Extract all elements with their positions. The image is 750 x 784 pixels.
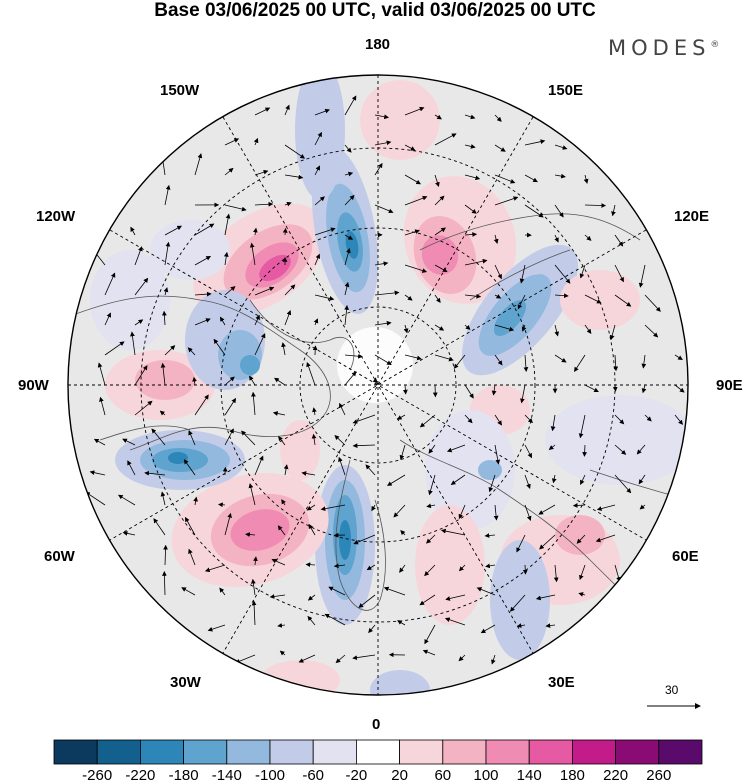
colorbar-swatch bbox=[659, 740, 702, 764]
colorbar-tick-label: -180 bbox=[169, 767, 199, 784]
colorbar-swatch bbox=[270, 740, 313, 764]
lon-label-30w: 30W bbox=[170, 674, 201, 691]
lon-label-180: 180 bbox=[365, 36, 390, 53]
lon-label-150e: 150E bbox=[548, 82, 583, 99]
lon-label-60w: 60W bbox=[44, 548, 75, 565]
anomaly-blob bbox=[545, 395, 695, 485]
colorbar-tick-label: -100 bbox=[255, 767, 285, 784]
map-title: Base 03/06/2025 00 UTC, valid 03/06/2025… bbox=[0, 0, 750, 22]
anomaly-blob bbox=[560, 270, 640, 330]
colorbar-tick-label: -60 bbox=[302, 767, 324, 784]
colorbar-tick-label: 60 bbox=[434, 767, 451, 784]
colorbar-swatch bbox=[184, 740, 227, 764]
colorbar-swatch bbox=[529, 740, 572, 764]
brand-logo: MODES® bbox=[608, 36, 719, 60]
anomaly-blob bbox=[240, 355, 260, 375]
anomaly-blob bbox=[168, 452, 188, 464]
colorbar-swatch bbox=[54, 740, 97, 764]
colorbar-swatch bbox=[97, 740, 140, 764]
colorbar-swatch bbox=[616, 740, 659, 764]
lon-label-0: 0 bbox=[372, 716, 380, 733]
colorbar-swatch bbox=[443, 740, 486, 764]
wind-arrow bbox=[525, 565, 526, 574]
colorbar-swatch bbox=[356, 740, 399, 764]
anomaly-blob bbox=[260, 660, 340, 700]
colorbar bbox=[54, 740, 702, 764]
colorbar-swatch bbox=[227, 740, 270, 764]
colorbar-tick-label: 260 bbox=[646, 767, 671, 784]
colorbar-tick-label: -20 bbox=[346, 767, 368, 784]
anomaly-blob bbox=[339, 520, 351, 560]
colorbar-tick-label: -140 bbox=[212, 767, 242, 784]
colorbar-swatch bbox=[572, 740, 615, 764]
lon-label-150w: 150W bbox=[160, 82, 199, 99]
reference-vector-value: 30 bbox=[665, 683, 678, 697]
colorbar-tick-label: -220 bbox=[125, 767, 155, 784]
colorbar-tick-label: 100 bbox=[473, 767, 498, 784]
lon-label-30e: 30E bbox=[548, 674, 575, 691]
colorbar-swatch bbox=[140, 740, 183, 764]
colorbar-tick-label: 180 bbox=[560, 767, 585, 784]
colorbar-swatch bbox=[400, 740, 443, 764]
colorbar-tick-label: -260 bbox=[82, 767, 112, 784]
anomaly-blob bbox=[415, 505, 485, 625]
lon-label-60e: 60E bbox=[672, 548, 699, 565]
lon-label-120e: 120E bbox=[674, 208, 709, 225]
colorbar-swatch bbox=[486, 740, 529, 764]
lon-label-90w: 90W bbox=[18, 377, 49, 394]
colorbar-tick-label: 140 bbox=[517, 767, 542, 784]
anomaly-blob bbox=[90, 250, 170, 350]
colorbar-swatch bbox=[313, 740, 356, 764]
anomaly-blob bbox=[135, 360, 195, 400]
anomaly-blob bbox=[370, 670, 430, 710]
pole-white-area bbox=[337, 327, 413, 403]
lon-label-90e: 90E bbox=[716, 377, 743, 394]
colorbar-tick-label: 20 bbox=[391, 767, 408, 784]
lon-label-120w: 120W bbox=[36, 208, 75, 225]
colorbar-tick-label: 220 bbox=[603, 767, 628, 784]
